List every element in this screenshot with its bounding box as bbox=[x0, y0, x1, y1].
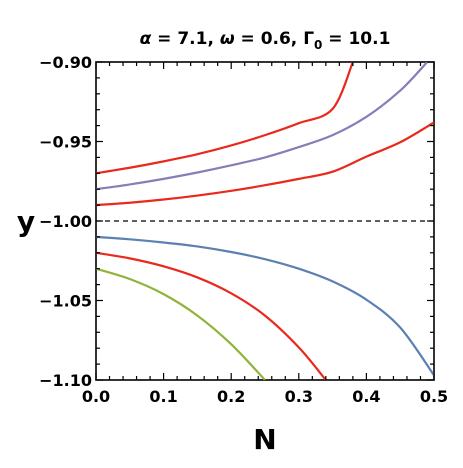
series-line-2 bbox=[96, 62, 429, 191]
x-tick-label: 0.3 bbox=[285, 387, 313, 406]
x-tick-label: 0.4 bbox=[352, 387, 380, 406]
series-line-6 bbox=[96, 267, 266, 380]
x-axis-label: N bbox=[253, 423, 276, 456]
series-line-1 bbox=[96, 62, 354, 175]
x-tick-label: 0.5 bbox=[420, 387, 448, 406]
x-tick-label: 0.0 bbox=[82, 387, 110, 406]
series-group bbox=[96, 62, 434, 380]
series-line-3 bbox=[96, 121, 434, 207]
y-tick-labels: −0.90 −0.95 −1.00 −1.05 −1.10 bbox=[39, 53, 92, 390]
plot-frame bbox=[95, 61, 435, 381]
x-tick-labels: 0.0 0.1 0.2 0.3 0.4 0.5 bbox=[82, 387, 448, 406]
y-tick-label: −0.95 bbox=[39, 133, 92, 152]
x-tick-label: 0.1 bbox=[149, 387, 177, 406]
series-line-4 bbox=[96, 235, 434, 376]
y-tick-label: −0.90 bbox=[39, 53, 92, 72]
y-axis-label: y bbox=[17, 205, 35, 238]
ticks-group bbox=[95, 61, 435, 381]
series-line-5 bbox=[96, 251, 327, 380]
y-tick-label: −1.00 bbox=[39, 212, 92, 231]
y-tick-label: −1.05 bbox=[39, 292, 92, 311]
y-tick-label: −1.10 bbox=[39, 371, 92, 390]
x-tick-label: 0.2 bbox=[217, 387, 245, 406]
chart-title: α = 7.1, ω = 0.6, Γ0 = 10.1 bbox=[140, 29, 391, 52]
